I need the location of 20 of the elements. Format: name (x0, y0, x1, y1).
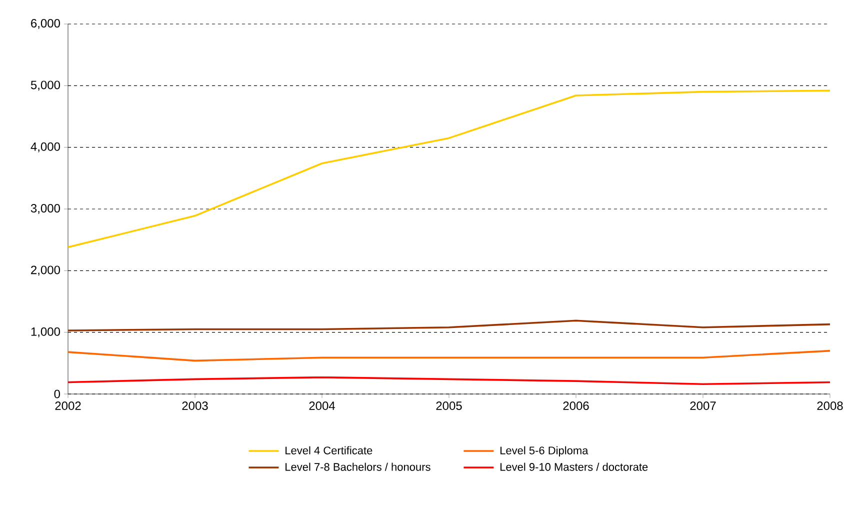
y-tick-label: 3,000 (30, 204, 60, 214)
legend-label: Level 5-6 Diploma (500, 446, 588, 457)
x-tick-label: 2008 (817, 402, 843, 410)
legend-label: Level 4 Certificate (286, 446, 372, 454)
x-tick-label: 2004 (309, 402, 335, 410)
x-tick-label: 2002 (55, 402, 81, 410)
y-tick-label: 0 (54, 390, 60, 398)
legend-label: Level 9-10 Masters / doctorate (500, 462, 648, 471)
legend-label: Level 7-8 Bachelors / honours (286, 462, 430, 471)
y-tick-label: 5,000 (30, 80, 60, 91)
x-tick-label: 2005 (436, 402, 462, 410)
y-tick-label: 6,000 (31, 19, 60, 29)
y-tick-label: 4,000 (30, 142, 60, 152)
line-series (68, 320, 830, 332)
x-tick-label: 2003 (182, 402, 208, 410)
x-tick-label: 2006 (563, 402, 589, 410)
y-tick-label: 2,000 (31, 266, 60, 276)
line-series (68, 90, 830, 248)
x-tick-label: 2007 (690, 402, 716, 410)
y-tick-label: 1,000 (31, 327, 60, 338)
